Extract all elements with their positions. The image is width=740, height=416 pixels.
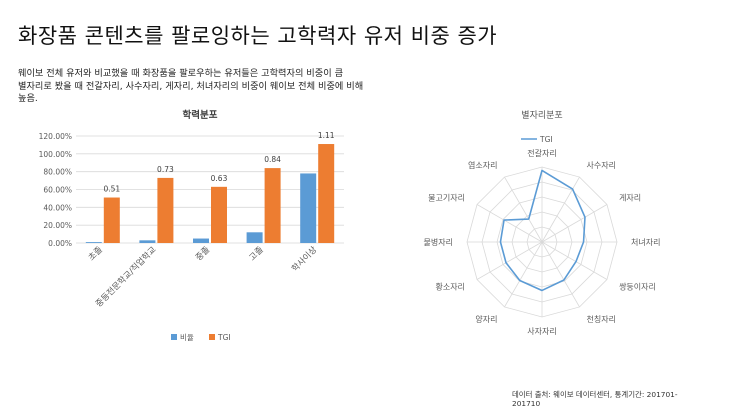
radar-spoke — [541, 176, 580, 243]
radar-spoke — [504, 176, 543, 243]
source-line: 201710 — [512, 399, 541, 409]
axis-label: 처녀자리 — [631, 238, 660, 247]
x-tick-label: 초졸 — [87, 245, 105, 263]
radar-spoke — [541, 204, 608, 243]
x-tick-label: 고졸 — [248, 245, 266, 263]
axis-label: 쌍둥이자리 — [619, 282, 656, 292]
radar-spoke — [476, 204, 543, 243]
y-tick-label: 0.00% — [48, 239, 72, 248]
chart-title: 학력분포 — [183, 109, 218, 121]
x-tick-label: 학사이상 — [289, 244, 319, 274]
legend-swatch — [209, 334, 215, 340]
data-label: 0.73 — [157, 165, 174, 174]
data-source-note: 데이터 출처: 웨이보 데이터센터, 통계기간: 201701- 201710 — [512, 390, 712, 408]
bar-tgi — [318, 144, 335, 243]
data-label: 0.84 — [264, 155, 281, 164]
y-tick-label: 20.00% — [43, 221, 72, 230]
x-tick-label: 중졸 — [194, 245, 212, 263]
axis-label: 천칭자리 — [587, 314, 616, 324]
bar-tgi — [264, 168, 281, 243]
slide-title: 화장품 콘텐츠를 팔로잉하는 고학력자 유저 비중 증가 — [18, 24, 498, 48]
radar-spoke — [504, 241, 543, 308]
description-line: 웨이보 전체 유저와 비교했을 때 화장품을 팔로우하는 유저들은 고학력자의 … — [18, 68, 344, 79]
axis-label: 염소자리 — [468, 161, 497, 170]
legend-swatch — [171, 334, 177, 340]
axis-label: 양자리 — [475, 315, 497, 324]
y-tick-label: 60.00% — [43, 186, 72, 195]
y-tick-label: 40.00% — [43, 203, 72, 212]
radar-spoke — [541, 241, 580, 308]
bar-tgi — [157, 177, 174, 243]
legend-label: TGI — [539, 135, 553, 144]
axis-label: 물고기자리 — [428, 194, 465, 203]
y-tick-label: 120.00% — [39, 132, 72, 141]
axis-label: 게자리 — [619, 193, 641, 203]
bar-ratio — [246, 232, 263, 243]
x-tick-label: 중등전문학교/직업학교 — [93, 244, 158, 309]
data-label: 1.11 — [318, 131, 335, 140]
data-label: 0.63 — [211, 174, 228, 183]
radar-series-line — [499, 169, 586, 292]
axis-label: 황소자리 — [435, 282, 464, 292]
source-line: 데이터 출처: 웨이보 데이터센터, 통계기간: 201701- — [512, 390, 678, 399]
bar-tgi — [211, 186, 227, 243]
data-label: 0.51 — [103, 185, 120, 194]
axis-label: 사자자리 — [527, 327, 556, 336]
bar-ratio — [85, 242, 102, 243]
bar-ratio — [300, 173, 317, 243]
y-tick-label: 100.00% — [39, 150, 72, 159]
radar-spoke — [541, 241, 608, 280]
bar-ratio — [193, 238, 209, 243]
education-bar-chart: 학력분포 0.00% 20.00% 40.00% 60.00% 80.00% 100.00%… — [39, 109, 344, 342]
radar-spoke — [476, 241, 543, 280]
legend-label: 비율 — [180, 333, 194, 342]
y-tick-label: 80.00% — [43, 168, 72, 177]
axis-label: 사수자리 — [587, 161, 616, 170]
bar-tgi — [103, 197, 120, 243]
description-line: 별자리로 봤을 때 전갈자리, 사수자리, 게자리, 처녀자리의 비중이 웨이보… — [18, 80, 364, 92]
legend-label: TGI — [217, 333, 231, 342]
axis-label: 전갈자리 — [527, 148, 556, 158]
bar-ratio — [139, 240, 156, 243]
axis-label: 물병자리 — [424, 238, 453, 247]
description-line: 높음. — [18, 93, 38, 105]
slide-description: 웨이보 전체 유저와 비교했을 때 화장품을 팔로우하는 유저들은 고학력자의 … — [18, 68, 478, 106]
chart-title: 별자리분포 — [521, 110, 562, 121]
